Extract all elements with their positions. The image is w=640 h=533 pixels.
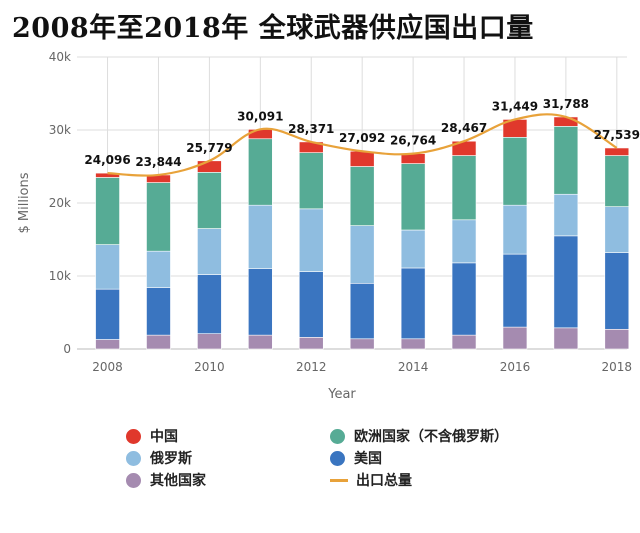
bar-segment-0	[197, 333, 222, 350]
bar-segment-3	[349, 166, 375, 226]
bar-segment-3	[553, 126, 579, 195]
y-tick-label: 10k	[49, 269, 71, 283]
legend-swatch-china	[126, 428, 141, 444]
legend-item-other[interactable]: 其他国家	[126, 470, 206, 490]
bar-segment-1	[400, 267, 426, 340]
x-tick-label: 2010	[194, 360, 225, 374]
bar-segment-2	[604, 206, 630, 253]
legend-label-total: 出口总量	[356, 473, 412, 489]
bar-segment-0	[553, 327, 579, 350]
bar-segment-2	[298, 208, 324, 272]
legend-label-china: 中国	[150, 429, 178, 445]
legend-item-usa[interactable]: 美国	[330, 448, 382, 468]
stacked-bar-chart: 0 10k 20k 30k 40k 2008 2010 2012 2014 2016 2018 Yea…	[17, 50, 640, 402]
bar-segment-1	[349, 282, 375, 340]
bar-segment-3	[451, 155, 477, 221]
bar-segment-2	[197, 228, 222, 275]
bar-segment-3	[248, 138, 273, 206]
bar-segment-4	[349, 150, 375, 167]
legend-swatch-russia	[126, 450, 141, 466]
bar-segment-4	[553, 116, 579, 127]
bar-segment-2	[248, 204, 273, 270]
legend-item-europe[interactable]: 欧洲国家（不含俄罗斯）	[330, 426, 508, 446]
data-label: 27,092	[339, 131, 385, 145]
legend-swatch-europe	[330, 428, 345, 444]
bar-segment-2	[146, 250, 171, 288]
bar-segment-4	[248, 129, 273, 140]
y-tick-label: 0	[63, 342, 71, 356]
y-tick-label: 20k	[49, 196, 71, 210]
legend-item-total[interactable]: 出口总量	[330, 470, 412, 490]
bar-segment-3	[604, 155, 630, 207]
y-axis-title: $ Millions	[17, 172, 32, 233]
bar-segment-0	[298, 337, 324, 350]
data-label: 24,096	[84, 153, 130, 167]
x-tick-label: 2014	[398, 360, 429, 374]
y-tick-label: 30k	[49, 123, 71, 137]
legend-label-usa: 美国	[354, 451, 382, 467]
bar-segment-3	[197, 172, 222, 229]
data-label: 30,091	[237, 109, 283, 123]
legend-swatch-usa	[330, 450, 345, 466]
legend-swatch-other	[126, 472, 141, 488]
x-tick-label: 2018	[602, 360, 633, 374]
bar-segment-3	[502, 137, 528, 206]
bar-segment-0	[451, 334, 477, 350]
bar-segment-1	[248, 268, 273, 336]
bar-segment-1	[451, 262, 477, 336]
x-tick-label: 2012	[296, 360, 327, 374]
bar-segment-1	[197, 274, 222, 334]
bar-segment-2	[553, 193, 579, 237]
legend-label-russia: 俄罗斯	[150, 451, 192, 467]
bar-segment-1	[604, 252, 630, 330]
bar-segment-0	[146, 334, 171, 350]
x-axis-title: Year	[327, 387, 356, 402]
bar-segment-2	[349, 225, 375, 284]
bar-segment-0	[248, 334, 273, 350]
data-label: 28,467	[441, 121, 487, 135]
legend-item-russia[interactable]: 俄罗斯	[126, 448, 192, 468]
data-label: 27,539	[594, 128, 640, 142]
total-line	[107, 113, 618, 177]
bar-segment-3	[146, 182, 171, 252]
bar-segment-1	[502, 253, 528, 328]
data-label: 31,788	[543, 97, 589, 111]
bar-segment-0	[502, 326, 528, 350]
bar-segment-1	[95, 288, 120, 340]
y-tick-label: 40k	[49, 50, 71, 64]
data-label: 26,764	[390, 134, 436, 148]
data-label: 31,449	[492, 99, 538, 113]
legend-swatch-total	[330, 478, 348, 482]
bar-segment-2	[451, 219, 477, 264]
bar-segment-2	[400, 229, 426, 269]
legend-item-china[interactable]: 中国	[126, 426, 178, 446]
bar-segment-2	[95, 244, 120, 290]
bar-segment-1	[553, 235, 579, 329]
bar-segment-3	[298, 152, 324, 210]
data-label: 28,371	[288, 122, 334, 136]
bar-segment-2	[502, 204, 528, 255]
bar-segment-4	[197, 160, 222, 173]
data-label: 23,844	[135, 155, 181, 169]
bar-segment-0	[400, 338, 426, 350]
bar-segment-0	[349, 338, 375, 350]
chart-title: 2008年至2018年 全球武器供应国出口量	[12, 13, 534, 44]
x-tick-label: 2016	[500, 360, 531, 374]
legend-label-other: 其他国家	[150, 473, 206, 489]
legend-label-europe: 欧洲国家（不含俄罗斯）	[354, 429, 508, 445]
data-label: 25,779	[186, 141, 232, 155]
x-tick-label: 2008	[92, 360, 123, 374]
bar-segment-1	[298, 271, 324, 338]
bar-segment-3	[400, 163, 426, 231]
bar-segment-3	[95, 177, 120, 245]
bar-segment-4	[604, 147, 630, 156]
bar-segment-0	[604, 328, 630, 350]
bar-segment-0	[95, 339, 120, 350]
bar-segment-1	[146, 287, 171, 336]
